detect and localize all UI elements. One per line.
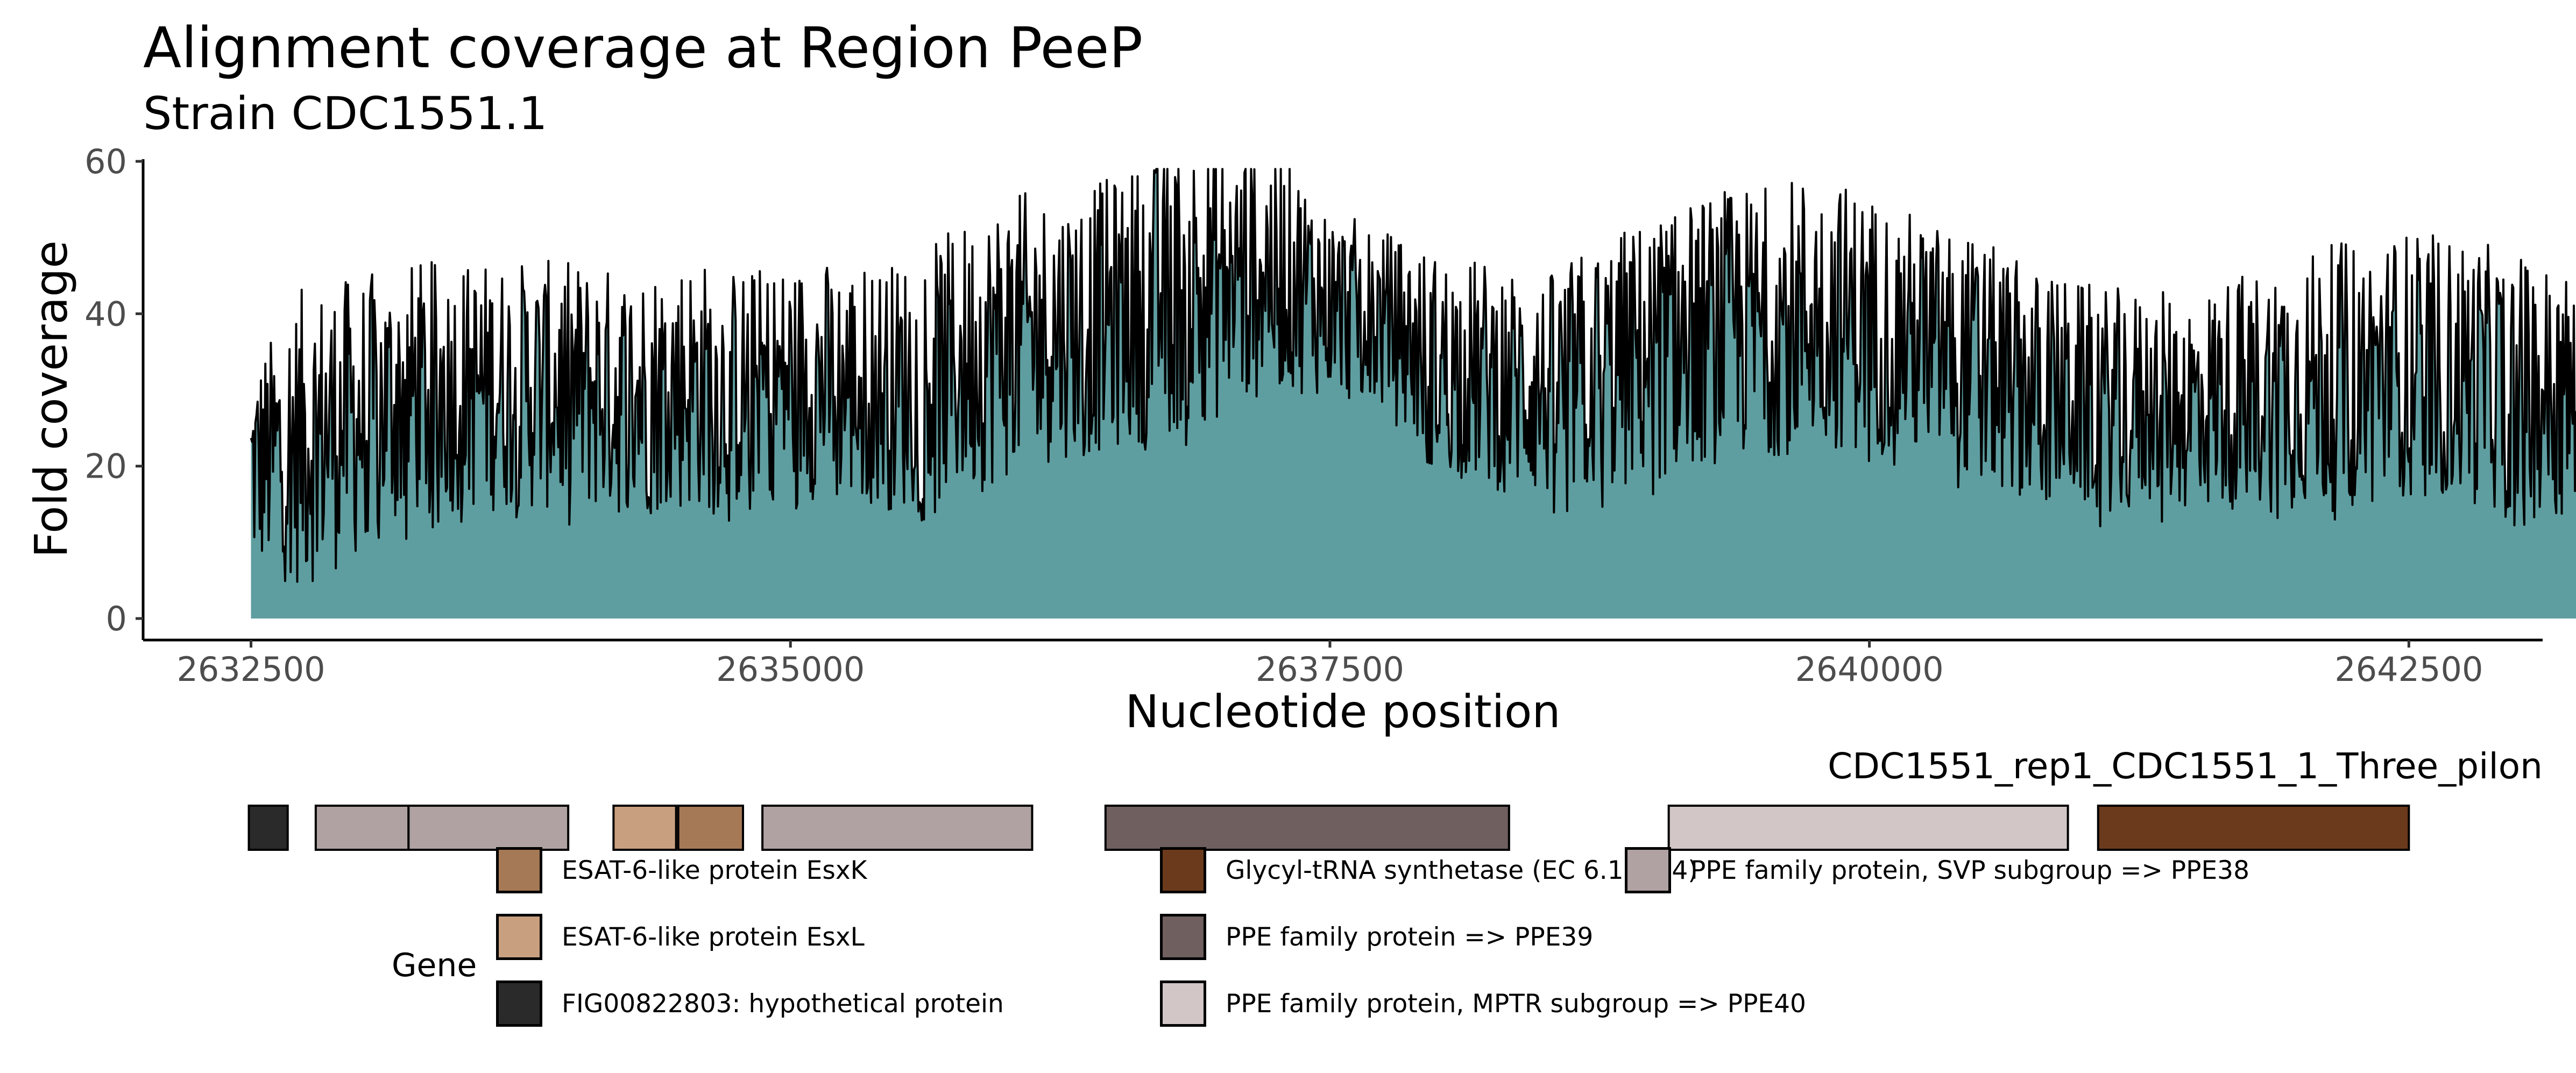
legend-swatch [496,980,542,1027]
legend-swatch [496,847,542,893]
legend-label: PPE family protein, SVP subgroup => PPE3… [1690,855,2249,885]
x-tick-label: 2640000 [1795,650,1944,689]
legend-item: FIG00822803: hypothetical protein [496,979,1004,1028]
legend-label: FIG00822803: hypothetical protein [562,989,1004,1019]
x-tick-label: 2632500 [176,650,325,689]
gene-block [761,805,1034,851]
gene-block [2097,805,2410,851]
gene-block [1667,805,2069,851]
legend-item: PPE family protein, SVP subgroup => PPE3… [1625,845,2249,895]
track-label: CDC1551_rep1_CDC1551_1_Three_pilon [1828,745,2543,787]
legend-label: ESAT-6-like protein EsxL [562,922,865,952]
legend-item: ESAT-6-like protein EsxK [496,845,867,895]
legend-title: Gene [392,947,477,984]
gene-track [247,805,2410,851]
legend-label: PPE family protein, MPTR subgroup => PPE… [1226,989,1806,1019]
y-tick-label: 0 [106,599,127,638]
gene-block [314,805,410,851]
gene-block [612,805,677,851]
y-axis-label: Fold coverage [25,240,77,558]
chart-title: Alignment coverage at Region PeeP [143,15,1143,81]
legend-item: PPE family protein => PPE39 [1160,912,1593,962]
legend-item: PPE family protein, MPTR subgroup => PPE… [1160,979,1806,1028]
gene-block [407,805,570,851]
axes-layer: 0 20 40 60 2632500 2635000 2637500 2640000 26425… [84,142,2543,689]
legend-label: Glycyl-tRNA synthetase (EC 6.1.1.14) [1226,855,1698,885]
legend-swatch [1160,847,1206,893]
legend-swatch [1625,847,1671,893]
x-axis-label: Nucleotide position [1125,685,1560,738]
y-tick-label: 20 [84,447,127,486]
legend-item: ESAT-6-like protein EsxL [496,912,865,962]
gene-block [247,805,289,851]
y-tick-label: 40 [84,294,127,333]
x-tick-label: 2642500 [2334,650,2483,689]
legend-swatch [1160,980,1206,1027]
x-tick-label: 2635000 [716,650,865,689]
y-tick-label: 60 [84,142,127,181]
chart-subtitle: Strain CDC1551.1 [143,87,548,140]
x-tick-label: 2637500 [1256,650,1404,689]
coverage-line [250,168,2576,583]
gene-block [677,805,745,851]
legend-item: Glycyl-tRNA synthetase (EC 6.1.1.14) [1160,845,1698,895]
legend-label: PPE family protein => PPE39 [1226,922,1594,952]
coverage-line-layer [250,168,2576,583]
legend-label: ESAT-6-like protein EsxK [562,855,867,885]
gene-block [1104,805,1510,851]
legend-swatch [1160,914,1206,960]
legend-swatch [496,914,542,960]
